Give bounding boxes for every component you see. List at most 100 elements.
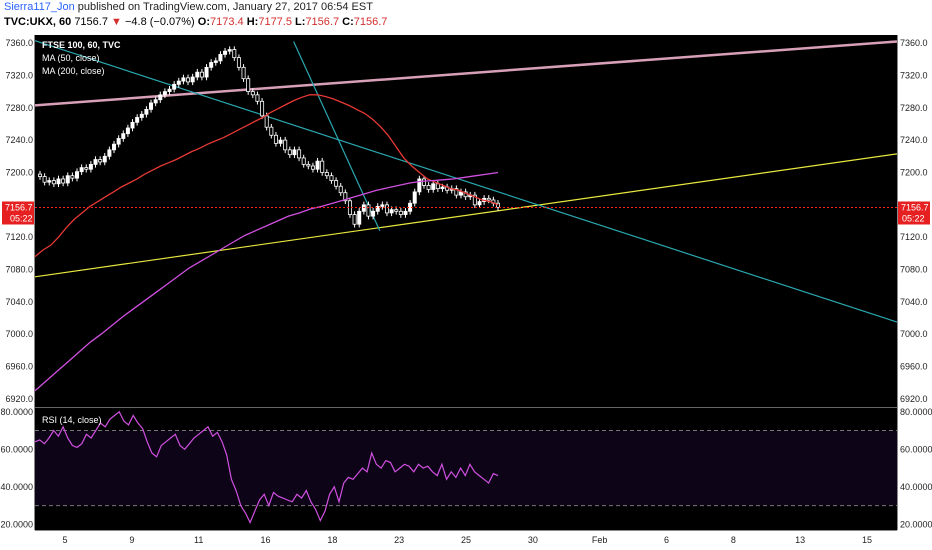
candle-body [47, 180, 52, 183]
open-label: O: [197, 16, 210, 28]
candle-body [375, 206, 380, 212]
change-value: −4.8 (−0.07%) [124, 16, 195, 28]
candle-body [384, 204, 389, 214]
price-axis-left[interactable]: 7360.07320.07280.07240.07200.07160.07120… [0, 38, 33, 529]
time-tick: 9 [129, 535, 134, 545]
price-tick-left: 7080.0 [5, 265, 33, 275]
candle-body [61, 178, 66, 184]
close-label: C: [342, 16, 354, 28]
price-tick-right: 6960.0 [900, 362, 928, 372]
candle-body [181, 77, 186, 82]
candle-body [139, 113, 144, 118]
price-tick-right: 7280.0 [900, 103, 928, 113]
price-tick-right: 7240.0 [900, 135, 928, 145]
candle-body [287, 149, 292, 156]
candle-body [431, 183, 436, 190]
publish-text: published on TradingView.com, January 27… [74, 1, 373, 13]
price-tick-right: 7000.0 [900, 329, 928, 339]
legend-ma50[interactable]: MA (50, close) [42, 53, 100, 63]
candle-body [93, 159, 98, 165]
candle-body [153, 99, 158, 104]
time-tick: 18 [327, 535, 337, 545]
candle-body [343, 192, 348, 202]
candle-body [75, 171, 80, 179]
price-tick-right: 7200.0 [900, 167, 928, 177]
candle-body [84, 167, 89, 170]
price-tick-right: 7360.0 [900, 38, 928, 48]
candle-body [297, 149, 302, 159]
time-tick: 11 [194, 535, 203, 545]
time-tick: 6 [664, 535, 669, 545]
candle-body [394, 209, 399, 212]
price-tag-right-countdown: 05:22 [902, 213, 925, 223]
candle-body [116, 138, 121, 145]
candle-body [357, 210, 362, 225]
candle-body [121, 133, 126, 139]
rsi-tick-right: 80.0000 [900, 407, 932, 417]
trendlines[interactable] [34, 40, 898, 323]
candle-body [190, 76, 195, 83]
price-pane[interactable] [35, 35, 897, 407]
price-tick-left: 6920.0 [5, 394, 33, 404]
author-link[interactable]: Sierra117_Jon [4, 1, 75, 13]
candle-body [70, 175, 75, 179]
candle-body [199, 71, 204, 78]
candle-body [412, 191, 417, 204]
candle-body [273, 134, 278, 144]
upper-trendline [34, 40, 898, 107]
candle-body [135, 117, 140, 123]
rsi-line [34, 410, 499, 524]
candle-body [324, 172, 329, 177]
candle-body [102, 155, 107, 163]
candle-body [186, 77, 191, 83]
candle-body [371, 210, 376, 217]
candle-body [213, 60, 218, 63]
candle-body [310, 165, 315, 170]
time-axis[interactable]: 5 9 11 16 18 23 25 30 Feb 6 8 13 15 [62, 535, 872, 545]
rsi-tick-right: 20.0000 [900, 519, 932, 529]
price-tick-right: 7320.0 [900, 70, 928, 80]
candle-body [352, 214, 357, 225]
price-tag-right-value: 7156.7 [901, 202, 929, 212]
candle-body [255, 94, 260, 102]
candle-body [227, 49, 232, 52]
candle-body [42, 176, 47, 183]
rsi-tick-left: 60.0000 [0, 444, 33, 454]
candle-body [458, 191, 463, 196]
candle-body [167, 88, 172, 93]
candle-body [283, 139, 288, 151]
candle-body [204, 66, 209, 78]
legend-rsi[interactable]: RSI (14, close) [42, 415, 102, 425]
price-axis-right[interactable]: 7360.07320.07280.07240.07200.07160.07120… [900, 38, 932, 529]
rsi-tick-left: 20.0000 [0, 519, 33, 529]
candle-body [107, 149, 112, 157]
time-tick: 5 [62, 535, 67, 545]
legend-ma200[interactable]: MA (200, close) [42, 66, 105, 76]
ma50-line [34, 94, 499, 258]
time-tick: 15 [862, 535, 872, 545]
candle-body [246, 78, 251, 93]
candle-body [130, 121, 135, 129]
support-trendline [34, 153, 898, 278]
open-value: 7173.4 [210, 16, 244, 28]
candle-body [338, 185, 343, 194]
candle-body [125, 127, 130, 135]
candle-body [329, 175, 334, 181]
candle-body [315, 160, 320, 170]
candle-body [380, 204, 385, 207]
candle-body [306, 163, 311, 167]
price-tick-left: 7280.0 [5, 103, 33, 113]
price-tick-left: 6960.0 [5, 362, 33, 372]
time-tick: 8 [731, 535, 736, 545]
candle-body [486, 197, 491, 201]
candle-body [223, 50, 228, 55]
time-tick: Feb [592, 535, 608, 545]
candle-body [218, 54, 223, 62]
candle-body [403, 210, 408, 215]
rsi-series [34, 410, 897, 524]
steep-trendline [293, 41, 381, 231]
publish-info: Sierra117_Jon published on TradingView.c… [4, 1, 373, 13]
candle-body [269, 126, 274, 136]
price-tick-left: 7360.0 [5, 38, 33, 48]
